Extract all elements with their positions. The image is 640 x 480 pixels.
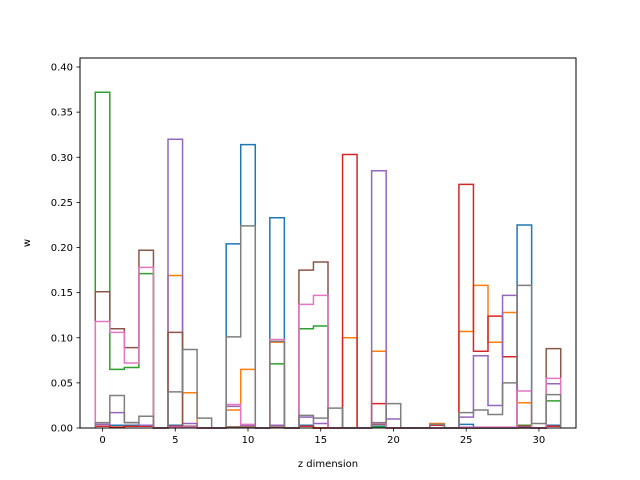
x-tick-label: 20 <box>387 435 400 446</box>
x-tick-label: 10 <box>242 435 255 446</box>
y-tick-label: 0.15 <box>51 288 73 299</box>
plot-frame <box>79 57 577 429</box>
x-tick-label: 30 <box>533 435 546 446</box>
y-tick-label: 0.30 <box>51 153 73 164</box>
x-axis-ticks: 0 5 10 15 20 25 30 <box>99 428 545 446</box>
y-axis-label: w <box>22 239 33 247</box>
y-tick-label: 0.10 <box>51 333 73 344</box>
y-axis-ticks: 0.00 0.05 0.10 0.15 0.20 0.25 0.30 0.35 0.40 <box>51 63 80 435</box>
x-axis-label: z dimension <box>298 459 358 470</box>
y-tick-label: 0.35 <box>51 108 73 119</box>
y-tick-label: 0.25 <box>51 198 73 209</box>
series-layer <box>94 91 562 429</box>
x-tick-label: 15 <box>314 435 327 446</box>
y-tick-label: 0.05 <box>51 378 73 389</box>
x-tick-label: 0 <box>99 435 105 446</box>
x-tick-label: 5 <box>172 435 178 446</box>
y-tick-label: 0.00 <box>51 424 73 435</box>
y-tick-label: 0.20 <box>51 243 73 254</box>
x-tick-label: 25 <box>460 435 473 446</box>
histogram-series-7 <box>94 225 562 429</box>
y-tick-label: 0.40 <box>51 63 73 74</box>
